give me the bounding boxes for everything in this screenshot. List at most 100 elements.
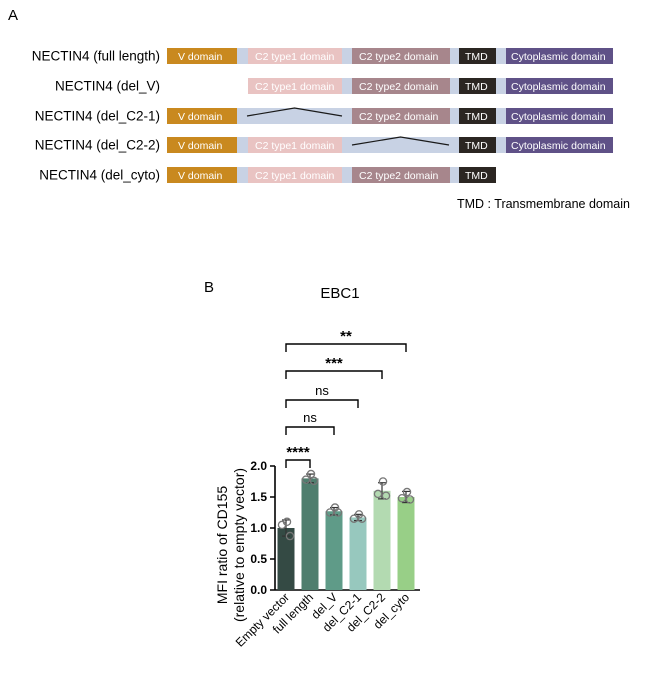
construct-name: NECTIN4 (del_C2-1) [35, 109, 160, 124]
y-tick-label: 1.5 [250, 490, 267, 504]
panel-a: A NECTIN4 (full length) V domain C2 type1 … [8, 7, 630, 211]
domain-cytoplasmic-domain [506, 48, 613, 64]
data-point [378, 477, 388, 486]
significance-label: **** [286, 444, 310, 461]
domain-v-domain [167, 48, 237, 64]
domain-label: C2 type2 domain [359, 111, 439, 123]
bar-del-c2-2 [373, 490, 391, 590]
y-axis-label-line1: MFI ratio of CD155 [214, 486, 230, 604]
construct-row: NECTIN4 (full length) V domain C2 type1 do… [32, 48, 613, 64]
y-axis-label-line2: (relative to empty vector) [231, 468, 247, 622]
domain-c2-type1-domain [248, 167, 342, 183]
significance-bracket: ns [285, 383, 359, 408]
data-point [285, 531, 295, 541]
domain-v-domain [167, 137, 237, 153]
domain-tmd [459, 137, 496, 153]
panel-b: B EBC1 MFI ratio of CD155 (relative to e… [204, 279, 420, 650]
domain-c2-type1-domain [248, 48, 342, 64]
domain-label: C2 type2 domain [359, 170, 439, 182]
data-point [325, 508, 335, 517]
bar-full-length [301, 478, 319, 590]
domain-tmd [459, 167, 496, 183]
domain-c2-type1-domain [248, 78, 342, 94]
construct-row: NECTIN4 (del_C2-2) V domain C2 type1 domai… [35, 136, 613, 153]
domain-c2-type2-domain [352, 108, 450, 124]
domain-c2-type2-domain [352, 78, 450, 94]
data-point [333, 508, 343, 517]
significance-bracket: *** [285, 355, 383, 379]
domain-label: TMD [465, 51, 488, 63]
significance-label: ** [340, 328, 352, 345]
tmd-footnote: TMD : Transmembrane domain [457, 197, 630, 211]
domain-label: V domain [178, 111, 223, 123]
bar-empty-vector [277, 528, 295, 590]
domain-label: C2 type2 domain [359, 81, 439, 93]
construct-name: NECTIN4 (del_V) [55, 79, 160, 94]
domain-label: C2 type1 domain [255, 140, 335, 152]
construct-diagram: NECTIN4 (full length) V domain C2 type1 do… [32, 48, 613, 183]
domain-label: V domain [178, 170, 223, 182]
data-point [373, 489, 383, 499]
y-tick-label: 2.0 [250, 459, 267, 473]
domain-label: V domain [178, 140, 223, 152]
domain-v-domain [167, 167, 237, 183]
data-point [301, 475, 311, 484]
bar-del-cyto [397, 497, 415, 590]
bar-del-v [325, 511, 343, 590]
domain-label: V domain [178, 51, 223, 63]
deletion-bridge [351, 136, 450, 146]
y-tick-label: 0.5 [250, 552, 267, 566]
domain-tmd [459, 78, 496, 94]
y-tick-label: 0.0 [250, 583, 267, 597]
domain-label: TMD [465, 170, 488, 182]
deletion-bridge [246, 107, 343, 117]
data-point [306, 469, 316, 479]
domain-label: TMD [465, 81, 488, 93]
significance-label: ns [315, 383, 329, 398]
panel-b-label: B [204, 279, 214, 296]
y-axis-label: MFI ratio of CD155 (relative to empty ve… [214, 468, 247, 622]
data-point [277, 520, 287, 530]
data-point [405, 495, 415, 504]
significance-label: ns [303, 410, 317, 425]
domain-c2-type1-domain [248, 137, 342, 153]
data-point [309, 476, 319, 486]
domain-cytoplasmic-domain [506, 137, 613, 153]
domain-label: C2 type1 domain [255, 81, 335, 93]
domain-label: C2 type2 domain [359, 51, 439, 63]
domain-label: Cytoplasmic domain [511, 51, 606, 63]
construct-row: NECTIN4 (del_cyto) V domain C2 type1 domai… [39, 167, 496, 183]
domain-tmd [459, 108, 496, 124]
domain-c2-type2-domain [352, 48, 450, 64]
significance-bracket: ** [285, 328, 407, 352]
data-point [381, 491, 391, 501]
significance-label: *** [325, 355, 343, 372]
domain-label: Cytoplasmic domain [511, 81, 606, 93]
data-point [402, 487, 412, 497]
panel-a-label: A [8, 7, 18, 24]
construct-row: NECTIN4 (del_V) C2 type1 domain C2 type2 d… [55, 78, 613, 94]
domain-label: TMD [465, 111, 488, 123]
construct-name: NECTIN4 (del_cyto) [39, 168, 160, 183]
domain-label: Cytoplasmic domain [511, 111, 606, 123]
domain-c2-type2-domain [352, 167, 450, 183]
y-tick-label: 1.0 [250, 521, 267, 535]
domain-label: TMD [465, 140, 488, 152]
significance-bracket: ns [285, 410, 335, 435]
construct-row: NECTIN4 (del_C2-1) V domain C2 type2 domai… [35, 107, 613, 124]
bar-del-c2-1 [349, 517, 367, 590]
domain-tmd [459, 48, 496, 64]
domain-label: C2 type1 domain [255, 51, 335, 63]
data-point [357, 514, 367, 523]
construct-name: NECTIN4 (full length) [32, 49, 160, 64]
construct-name: NECTIN4 (del_C2-2) [35, 138, 160, 153]
domain-v-domain [167, 108, 237, 124]
domain-label: C2 type1 domain [255, 170, 335, 182]
chart-title: EBC1 [320, 285, 359, 302]
data-point [397, 493, 407, 503]
data-point [349, 514, 359, 523]
domain-cytoplasmic-domain [506, 108, 613, 124]
domain-cytoplasmic-domain [506, 78, 613, 94]
